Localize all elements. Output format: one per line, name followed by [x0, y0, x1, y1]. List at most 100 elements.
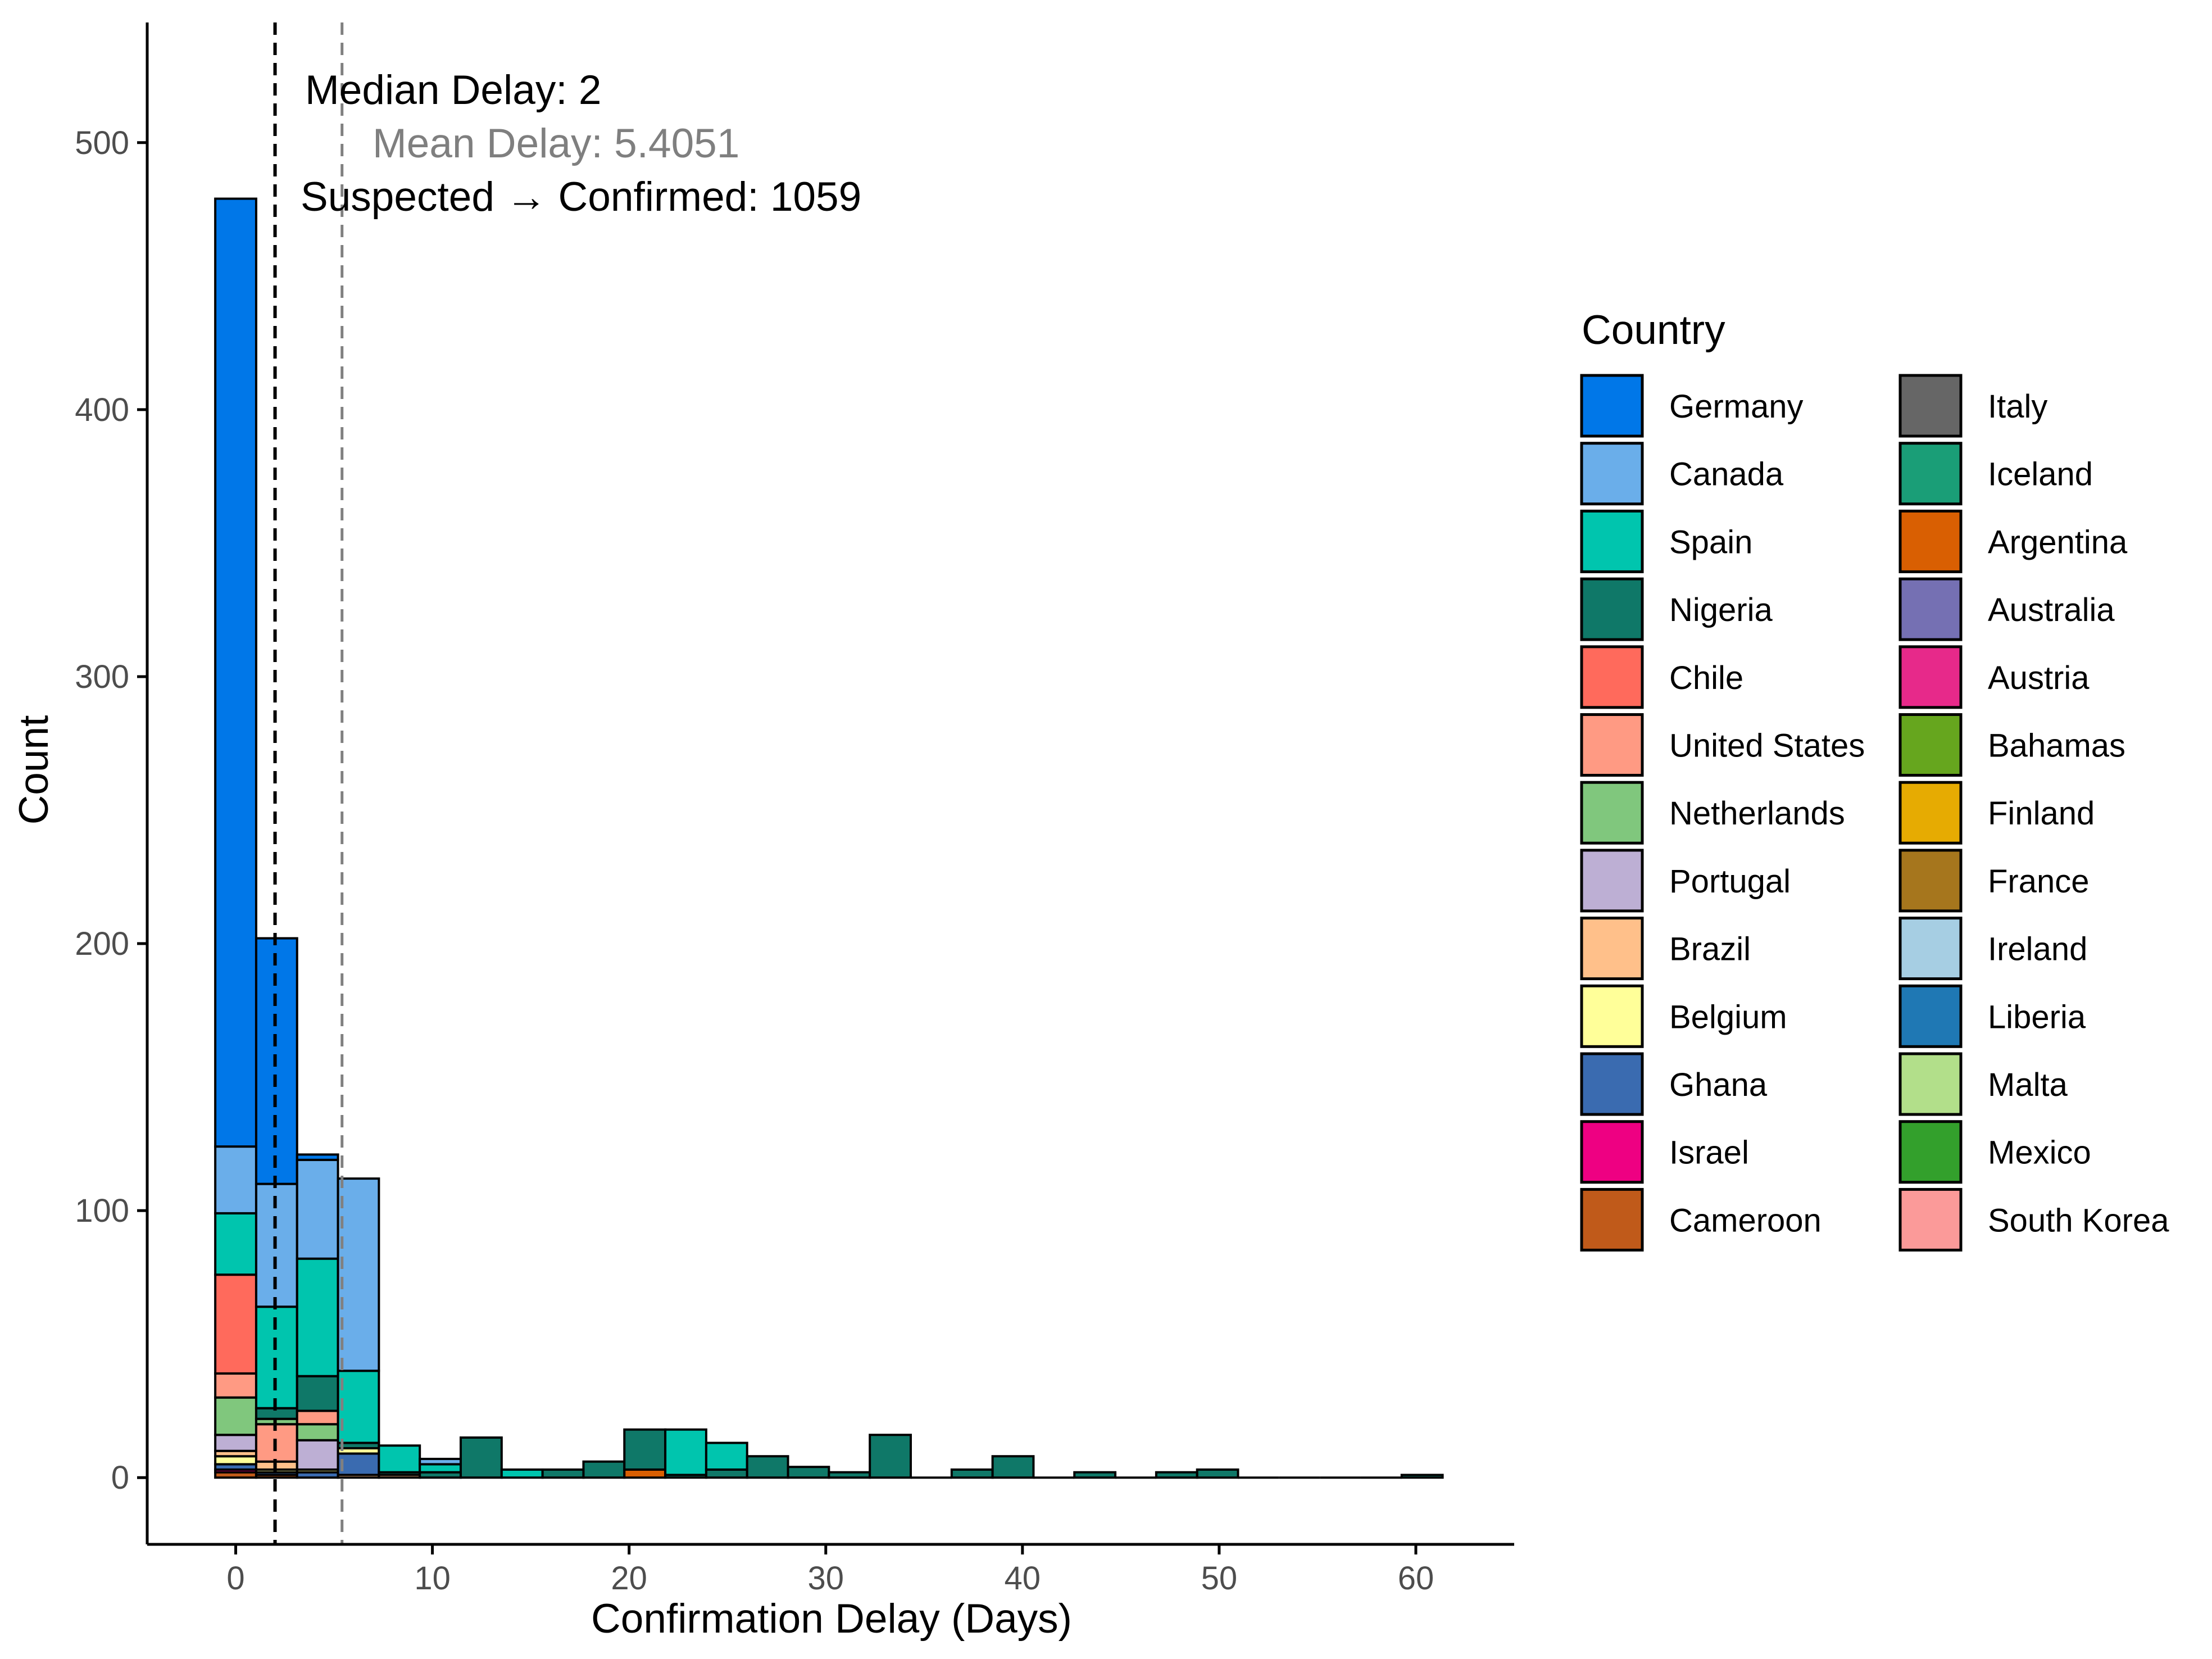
bar-segment-united-states	[296, 1409, 339, 1426]
y-tick-label: 100	[75, 1193, 129, 1229]
bar-segment-spain	[705, 1442, 748, 1471]
legend-key-iceland	[1898, 442, 1963, 506]
bar-segment-nigeria	[869, 1434, 912, 1479]
y-tick-label: 300	[75, 659, 129, 695]
legend-key-italy	[1898, 374, 1963, 438]
axes: 0 10 20 30 40 50 60 0 100 200 300 400 500	[75, 22, 1514, 1597]
bar-segment-netherlands	[214, 1396, 257, 1436]
bar-segment-netherlands	[296, 1423, 339, 1442]
bar-segment-canada	[337, 1177, 380, 1372]
bar-segment-nigeria	[541, 1468, 585, 1479]
bar-segment-nigeria	[991, 1455, 1035, 1479]
legend-key-belgium	[1580, 984, 1644, 1048]
x-tick-label: 60	[1398, 1560, 1434, 1597]
legend-label-south-korea: South Korea	[1988, 1202, 2169, 1239]
bar-segment-nigeria	[787, 1466, 830, 1479]
legend-key-germany	[1580, 374, 1644, 438]
bar-segment-nigeria	[623, 1428, 667, 1471]
x-tick-label: 30	[807, 1560, 844, 1597]
bar-segment-nigeria	[1073, 1471, 1117, 1479]
legend-label-mexico: Mexico	[1988, 1135, 2091, 1171]
x-tick-label: 50	[1201, 1560, 1238, 1597]
legend-key-mexico	[1898, 1120, 1963, 1184]
legend-key-argentina	[1898, 509, 1963, 573]
legend-key-cameroon	[1580, 1187, 1644, 1252]
legend-key-united-states	[1580, 713, 1644, 777]
mean-annotation: Mean Delay: 5.4051	[373, 121, 739, 166]
bar-segment-nigeria	[296, 1375, 339, 1412]
x-tick-label: 40	[1005, 1560, 1041, 1597]
legend-label-netherlands: Netherlands	[1669, 795, 1845, 832]
count-annotation: Suspected → Confirmed: 1059	[301, 174, 861, 220]
legend-label-canada: Canada	[1669, 456, 1784, 493]
bar-segment-nigeria	[950, 1468, 994, 1479]
x-tick-label: 20	[611, 1560, 647, 1597]
legend-key-malta	[1898, 1052, 1963, 1116]
legend-label-malta: Malta	[1988, 1067, 2068, 1103]
legend-label-spain: Spain	[1669, 524, 1752, 560]
bar-segment-nigeria	[828, 1471, 871, 1479]
legend-label-argentina: Argentina	[1988, 524, 2128, 560]
legend-key-finland	[1898, 781, 1963, 845]
y-tick-label: 500	[75, 125, 129, 161]
bar-segment-nigeria	[1155, 1471, 1198, 1479]
bar-segment-spain	[378, 1444, 421, 1474]
bar-segment-nigeria	[1400, 1474, 1444, 1479]
bar-segment-spain	[337, 1370, 380, 1444]
bar-segment-argentina	[623, 1468, 667, 1479]
bar-segment-spain	[500, 1468, 544, 1479]
bar-segment-spain	[419, 1463, 462, 1474]
legend-key-france	[1898, 849, 1963, 913]
y-axis-label: Count	[11, 715, 57, 825]
legend-label-israel: Israel	[1669, 1135, 1749, 1171]
legend: Germany Canada Spain Nigeria Chile United Sta…	[1580, 374, 2169, 1252]
bar-segment-nigeria	[1196, 1468, 1239, 1479]
bar-segment-canada	[419, 1457, 462, 1466]
legend-key-bahamas	[1898, 713, 1963, 777]
legend-key-netherlands	[1580, 781, 1644, 845]
bar-segment-canada	[296, 1158, 339, 1260]
bar-segment-nigeria	[460, 1436, 503, 1479]
legend-title: Country	[1582, 307, 1725, 353]
legend-key-ireland	[1898, 917, 1963, 981]
legend-key-canada	[1580, 442, 1644, 506]
legend-label-nigeria: Nigeria	[1669, 592, 1773, 628]
x-tick-label: 10	[414, 1560, 451, 1597]
bar-segment-canada	[214, 1145, 257, 1214]
legend-label-belgium: Belgium	[1669, 999, 1787, 1035]
legend-label-portugal: Portugal	[1669, 863, 1791, 900]
reference-lines	[273, 22, 344, 1544]
bar-segment-nigeria	[582, 1460, 626, 1479]
y-tick-label: 400	[75, 392, 129, 428]
legend-key-chile	[1580, 645, 1644, 709]
median-annotation: Median Delay: 2	[305, 67, 602, 113]
legend-key-nigeria	[1580, 577, 1644, 641]
legend-label-chile: Chile	[1669, 660, 1743, 696]
bar-segment-chile	[214, 1273, 257, 1375]
legend-key-australia	[1898, 577, 1963, 641]
legend-label-iceland: Iceland	[1988, 456, 2093, 493]
x-axis-label: Confirmation Delay (Days)	[591, 1596, 1072, 1642]
legend-label-germany: Germany	[1669, 388, 1804, 425]
legend-label-ghana: Ghana	[1669, 1067, 1768, 1103]
bar-segment-spain	[664, 1428, 707, 1476]
legend-key-portugal	[1580, 849, 1644, 913]
legend-key-ghana	[1580, 1052, 1644, 1116]
legend-label-finland: Finland	[1988, 795, 2095, 832]
bar-segment-united-states	[214, 1372, 257, 1399]
bar-segment-ghana	[337, 1452, 380, 1476]
legend-label-brazil: Brazil	[1669, 931, 1751, 968]
legend-key-austria	[1898, 645, 1963, 709]
legend-key-israel	[1580, 1120, 1644, 1184]
legend-label-france: France	[1988, 863, 2090, 900]
legend-label-bahamas: Bahamas	[1988, 728, 2125, 764]
bar-segment-spain	[214, 1212, 257, 1276]
legend-label-liberia: Liberia	[1988, 999, 2086, 1035]
legend-label-united-states: United States	[1669, 728, 1865, 764]
legend-label-austria: Austria	[1988, 660, 2090, 696]
y-tick-label: 0	[111, 1459, 129, 1496]
legend-key-liberia	[1898, 984, 1963, 1048]
bar-segment-spain	[296, 1257, 339, 1377]
legend-label-australia: Australia	[1988, 592, 2115, 628]
